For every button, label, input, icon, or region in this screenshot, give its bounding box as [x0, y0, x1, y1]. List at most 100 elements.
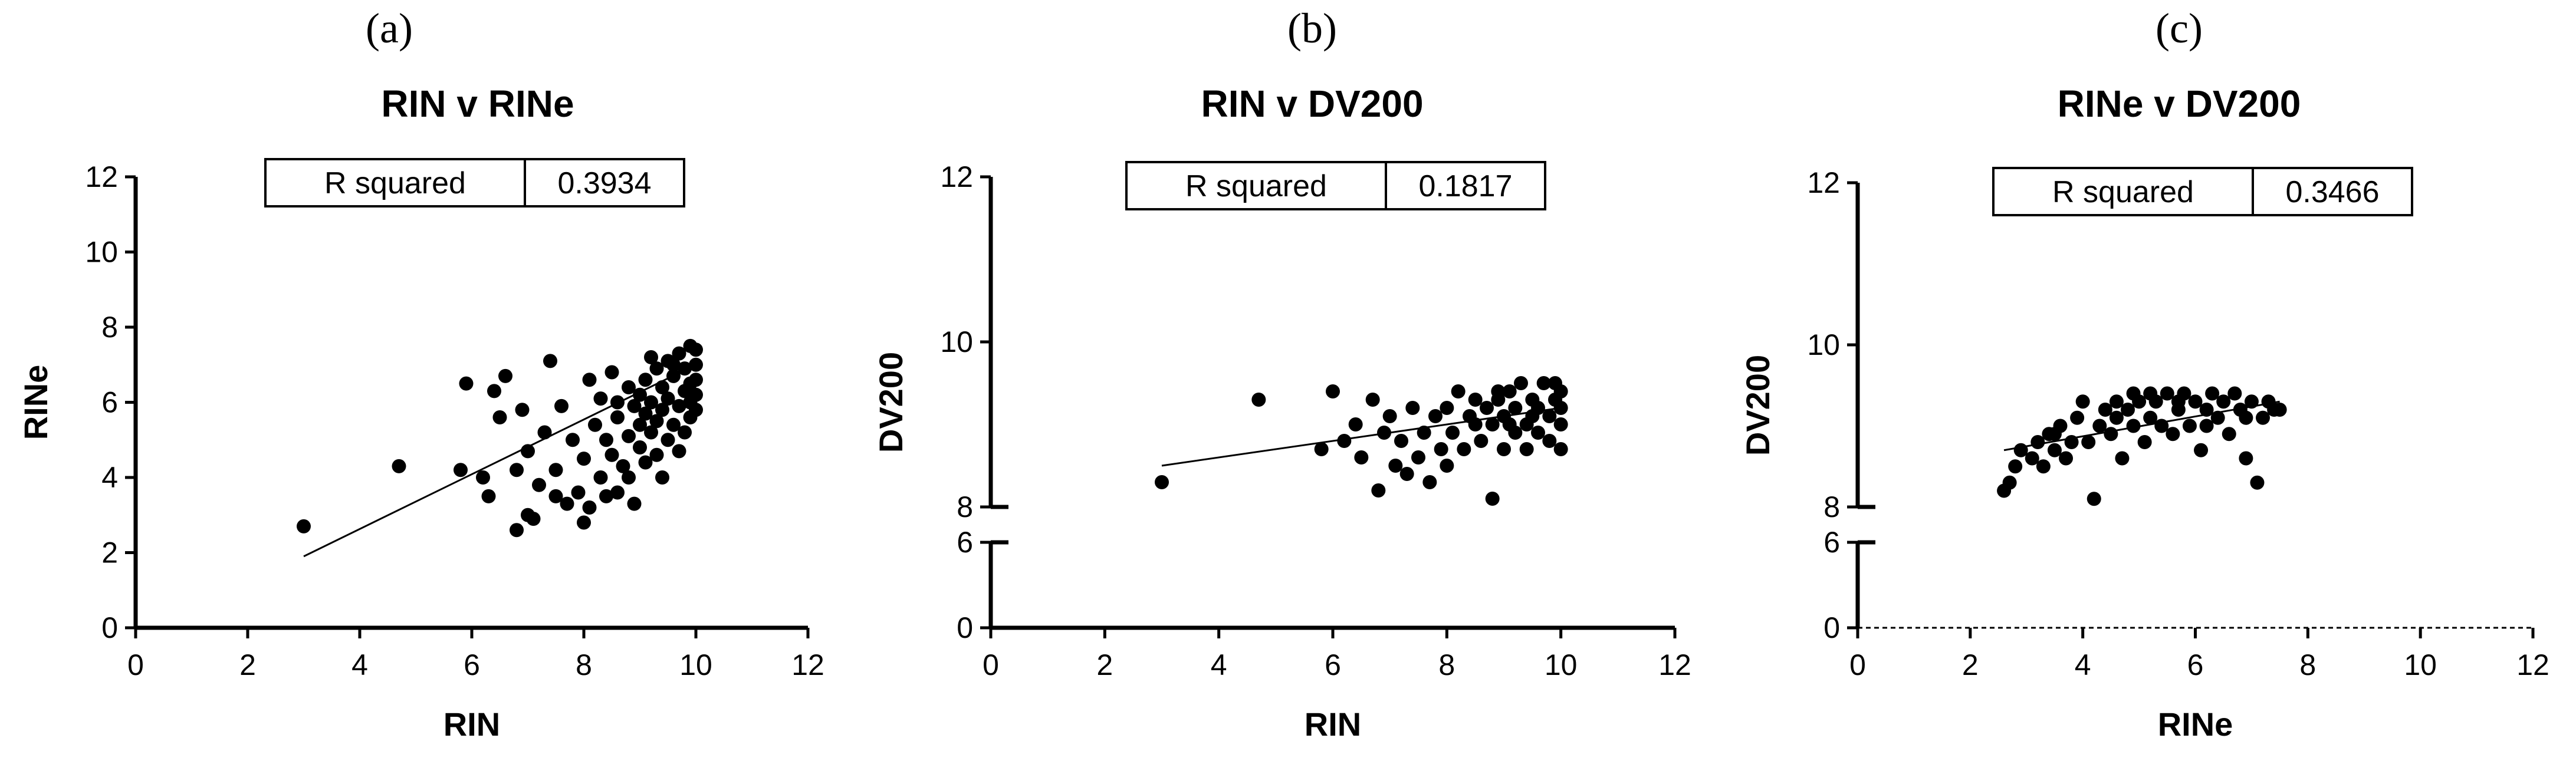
data-point: [1553, 417, 1568, 431]
data-point: [2087, 492, 2101, 506]
data-point: [1399, 467, 1414, 481]
data-point: [1485, 492, 1500, 506]
data-point: [1553, 442, 1568, 456]
data-point: [1536, 376, 1551, 390]
data-point: [2109, 410, 2124, 425]
data-point: [1440, 401, 1454, 415]
data-point: [526, 512, 541, 526]
x-tick-label: 12: [2516, 648, 2549, 681]
data-point: [492, 410, 507, 424]
data-point: [1155, 475, 1169, 489]
data-point: [1542, 409, 1557, 423]
data-point: [577, 452, 591, 466]
data-point: [627, 496, 642, 511]
data-point: [2126, 386, 2141, 401]
x-tick-label: 0: [1849, 648, 1866, 681]
data-point: [2070, 410, 2085, 425]
data-point: [2126, 419, 2141, 433]
data-point: [2160, 386, 2174, 401]
data-point: [2143, 386, 2158, 401]
y-tick-label: 12: [940, 160, 973, 193]
data-point: [1445, 426, 1460, 440]
data-point: [537, 425, 552, 440]
data-point: [481, 489, 496, 503]
data-point: [2109, 394, 2124, 409]
data-point: [678, 361, 692, 376]
data-point: [1422, 475, 1437, 489]
data-point: [1411, 450, 1425, 464]
data-point: [1502, 417, 1517, 431]
y-tick-label: 8: [957, 490, 973, 523]
data-point: [2008, 459, 2023, 474]
data-point: [487, 384, 501, 398]
panel-label: (a): [366, 5, 413, 52]
data-point: [599, 433, 613, 447]
data-point: [1417, 426, 1431, 440]
x-tick-label: 8: [576, 648, 592, 681]
y-tick-label: 8: [101, 311, 118, 344]
data-point: [1497, 442, 1511, 456]
r-squared-label: R squared: [324, 166, 466, 200]
data-point: [2137, 435, 2152, 449]
data-point: [1314, 442, 1329, 456]
x-tick-label: 6: [464, 648, 480, 681]
data-point: [644, 395, 658, 410]
data-point: [297, 519, 311, 533]
x-tick-label: 10: [1545, 648, 1578, 681]
data-point: [2222, 427, 2236, 442]
r-squared-label: R squared: [1185, 169, 1327, 203]
data-point: [566, 433, 580, 447]
data-point: [622, 470, 636, 485]
data-point: [633, 387, 647, 402]
regression-line: [303, 364, 696, 558]
data-point: [454, 463, 468, 477]
data-point: [1502, 384, 1517, 398]
data-point: [689, 357, 703, 372]
data-point: [593, 470, 608, 485]
data-point: [582, 500, 597, 515]
data-point: [2047, 443, 2062, 457]
data-point: [638, 373, 653, 387]
data-point: [638, 455, 653, 470]
data-point: [655, 380, 669, 394]
data-point: [1519, 442, 1534, 456]
data-point: [532, 477, 546, 492]
data-point: [476, 470, 490, 485]
data-point: [2036, 459, 2051, 474]
data-point: [498, 368, 512, 383]
data-point: [2194, 443, 2209, 457]
x-tick-label: 2: [239, 648, 256, 681]
data-point: [1531, 426, 1545, 440]
data-point: [622, 380, 636, 394]
data-point: [1394, 434, 1408, 448]
x-tick-label: 6: [1325, 648, 1341, 681]
data-point: [1474, 434, 1489, 448]
data-point: [510, 463, 524, 477]
data-point: [627, 398, 642, 413]
chart-title: RINe v DV200: [2058, 83, 2301, 125]
x-tick-label: 0: [127, 648, 144, 681]
x-tick-label: 10: [2404, 648, 2437, 681]
data-point: [1337, 434, 1352, 448]
data-point: [2239, 451, 2253, 466]
y-axis-title: RINe: [17, 365, 54, 440]
data-point: [2205, 386, 2220, 401]
data-point: [2239, 410, 2253, 425]
data-point: [392, 459, 406, 473]
y-tick-label: 0: [957, 611, 973, 644]
data-point: [661, 391, 675, 406]
data-point: [604, 365, 619, 380]
y-tick-label: 6: [957, 526, 973, 559]
data-point: [459, 376, 474, 391]
panel-label: (b): [1287, 5, 1337, 52]
r-squared-label: R squared: [2052, 175, 2194, 209]
data-point: [644, 425, 658, 440]
data-point: [2098, 403, 2112, 417]
y-tick-label: 10: [85, 236, 118, 269]
data-point: [649, 447, 664, 462]
x-tick-label: 4: [1211, 648, 1227, 681]
data-point: [649, 414, 664, 429]
y-tick-label: 0: [1823, 611, 1840, 644]
